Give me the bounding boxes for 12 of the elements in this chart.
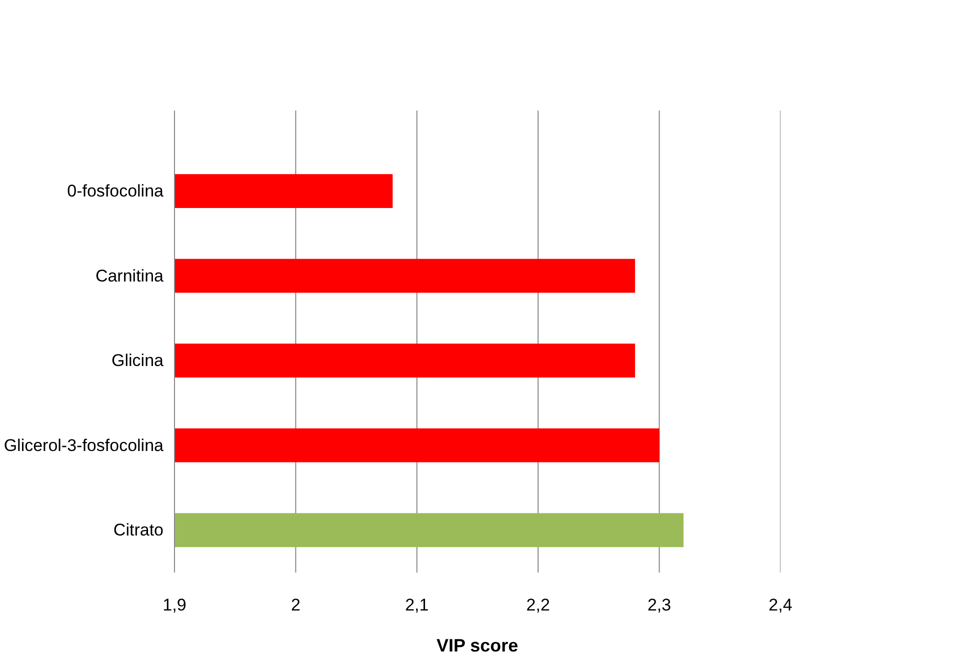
x-tick-label: 2,1 xyxy=(405,596,429,614)
x-tick-label: 2,3 xyxy=(647,596,672,614)
x-tick-label: 2,2 xyxy=(526,596,550,614)
x-axis-title: VIP score xyxy=(436,636,518,656)
y-tick-label: Glicina xyxy=(112,351,164,370)
y-tick-label: Citrato xyxy=(113,520,164,540)
x-tick-label: 1,9 xyxy=(162,596,186,614)
y-tick-label: Glicerol-3-fosfocolina xyxy=(4,436,164,455)
x-tick-label: 2 xyxy=(290,596,300,614)
y-tick-label: Carnitina xyxy=(95,266,164,286)
x-tick-label: 2,4 xyxy=(768,596,792,614)
y-tick-label: 0-fosfocolina xyxy=(67,182,164,201)
